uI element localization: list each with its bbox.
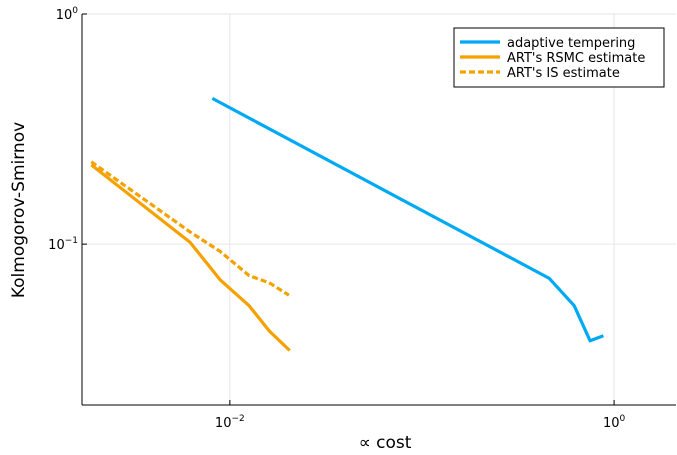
x-axis-label: ∝ cost [359, 433, 412, 453]
series-layer [90, 96, 604, 352]
series-line-2 [90, 160, 290, 297]
y-axis-label: Kolmogorov-Smirnov [9, 122, 29, 298]
series-line-1 [90, 163, 291, 352]
series-line-0 [211, 96, 604, 343]
axes [81, 14, 676, 406]
legend-label-1: ART's RSMC estimate [507, 51, 645, 66]
y-tick-label-0: 10−1 [48, 236, 78, 253]
x-tick-label-1: 100 [603, 414, 626, 431]
legend-label-0: adaptive tempering [507, 36, 635, 51]
x-tick-label-0: 10−2 [215, 414, 245, 431]
y-tick-label-1: 100 [56, 6, 79, 23]
ticks: 10−2 100 10−1 100 [48, 6, 625, 431]
legend-label-2: ART's IS estimate [507, 66, 620, 81]
